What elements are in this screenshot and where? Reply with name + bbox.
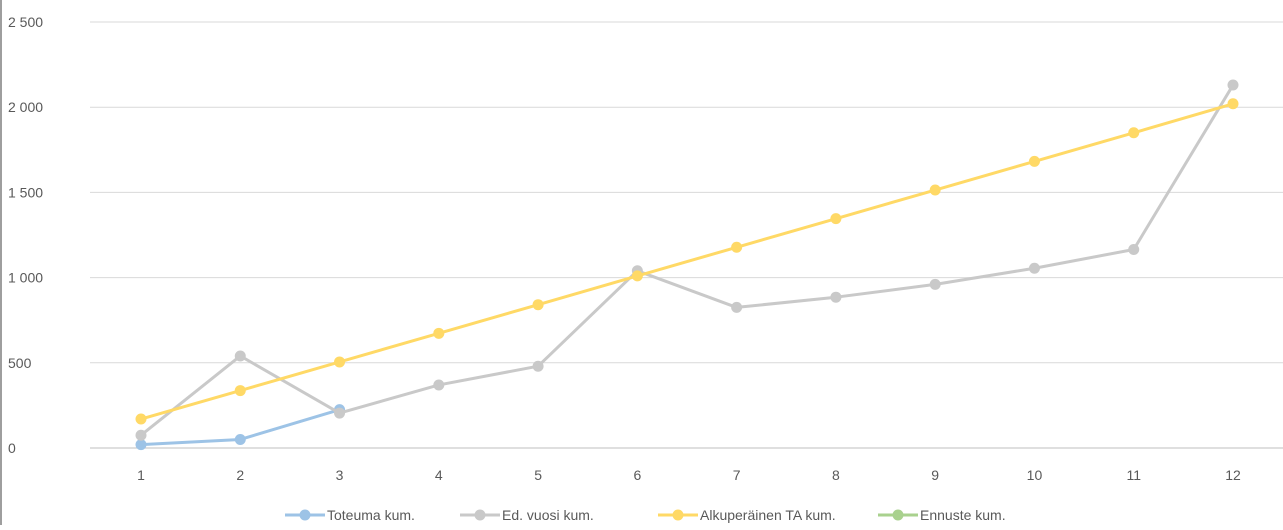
data-point [1028, 262, 1040, 274]
series-3 [135, 98, 1239, 425]
x-tick-label: 1 [137, 467, 145, 483]
series-line [139, 83, 1235, 437]
data-point [234, 433, 246, 445]
y-tick-label: 1 500 [8, 184, 43, 200]
legend-marker [672, 509, 684, 521]
data-point [334, 356, 346, 368]
x-tick-label: 6 [633, 467, 641, 483]
data-point [234, 350, 246, 362]
data-point [830, 291, 842, 303]
data-point [631, 270, 643, 282]
x-tick-label: 5 [534, 467, 542, 483]
legend[interactable]: Toteuma kum. Ed. vuosi kum. Alkuperäinen T… [285, 507, 1006, 523]
data-point [234, 385, 246, 397]
data-point [830, 213, 842, 225]
y-tick-label: 2 500 [8, 14, 43, 30]
data-point [433, 327, 445, 339]
x-tick-label: 10 [1027, 467, 1043, 483]
legend-item[interactable]: Alkuperäinen TA kum. [658, 507, 836, 523]
y-tick-label: 0 [8, 440, 16, 456]
legend-label: Ennuste kum. [920, 507, 1006, 523]
legend-item[interactable]: Toteuma kum. [285, 507, 415, 523]
series-lines [135, 79, 1239, 451]
data-point [1128, 243, 1140, 255]
data-point [1227, 98, 1239, 110]
legend-marker [299, 509, 311, 521]
y-tick-label: 500 [8, 355, 32, 371]
data-point [929, 278, 941, 290]
legend-marker [474, 509, 486, 521]
x-tick-label: 7 [733, 467, 741, 483]
series-line [139, 102, 1235, 421]
data-point [433, 379, 445, 391]
x-tick-label: 8 [832, 467, 840, 483]
legend-label: Alkuperäinen TA kum. [700, 507, 836, 523]
data-point [929, 184, 941, 196]
x-tick-label: 12 [1225, 467, 1241, 483]
legend-item[interactable]: Ed. vuosi kum. [460, 507, 594, 523]
data-point [532, 299, 544, 311]
data-point [731, 301, 743, 313]
legend-marker [892, 509, 904, 521]
legend-label: Ed. vuosi kum. [502, 507, 594, 523]
gridlines [90, 21, 1283, 449]
data-point [135, 439, 147, 451]
x-tick-label: 4 [435, 467, 443, 483]
y-tick-label: 2 000 [8, 99, 43, 115]
data-point [135, 413, 147, 425]
legend-item[interactable]: Ennuste kum. [878, 507, 1006, 523]
data-point [532, 360, 544, 372]
data-point [731, 241, 743, 253]
x-tick-label: 11 [1126, 467, 1141, 483]
data-point [1128, 127, 1140, 139]
data-point [1227, 79, 1239, 91]
data-point [1028, 155, 1040, 167]
x-tick-label: 3 [336, 467, 344, 483]
legend-label: Toteuma kum. [327, 507, 415, 523]
y-tick-label: 1 000 [8, 270, 43, 286]
chart-border [0, 0, 2, 525]
x-tick-label: 2 [236, 467, 244, 483]
data-point [334, 407, 346, 419]
x-tick-label: 9 [931, 467, 939, 483]
data-point [135, 429, 147, 441]
